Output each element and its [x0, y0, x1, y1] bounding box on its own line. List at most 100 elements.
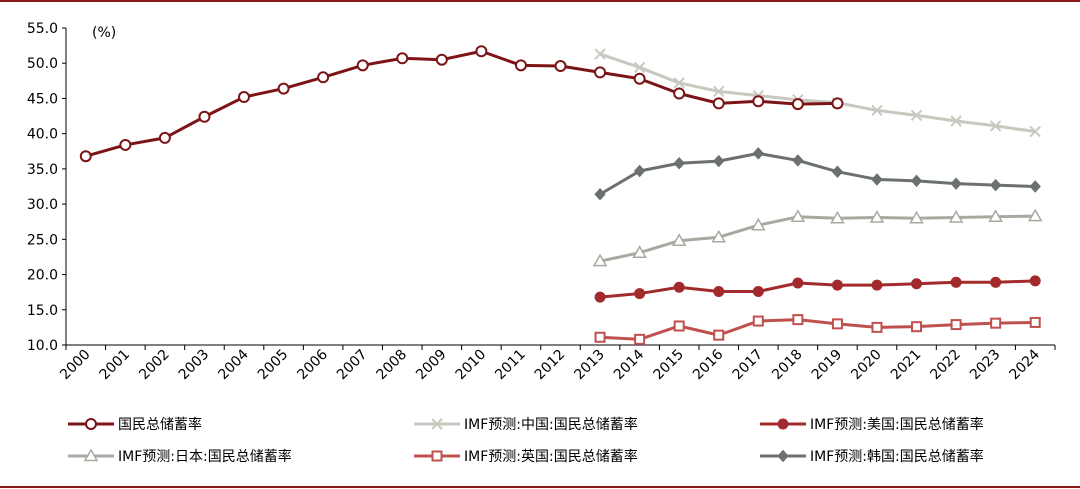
y-tick-label: 10.0: [27, 338, 58, 354]
legend-swatch-marker: [431, 418, 443, 430]
legend: 国民总储蓄率 IMF预测:中国:国民总储蓄率 IMF预测:美国:国民总储蓄率 IMF预…: [68, 416, 984, 465]
y-tick-labels: 10.0 15.0 20.0 25.0 30.0 35.0 40.0 45.0 50.0 55.0: [27, 21, 58, 354]
x-tick-label: 2020: [848, 347, 885, 384]
series-5-point: [990, 317, 1002, 329]
series-1-point: [752, 95, 765, 108]
series-2-point: [910, 109, 923, 122]
series-5-point: [713, 329, 725, 341]
x-tick-label: 2009: [413, 347, 450, 384]
series-lines: [79, 45, 1043, 345]
series-5-point: [1029, 316, 1041, 328]
series-4-line: [599, 214, 1036, 263]
series-1-line: [85, 49, 838, 158]
legend-label: IMF预测:日本:国民总储蓄率: [118, 448, 292, 465]
x-tick-label: 2011: [492, 347, 529, 384]
unit-label: (%): [92, 25, 116, 41]
series-2-point: [713, 85, 725, 98]
series-1-point: [712, 97, 725, 110]
legend-item: IMF预测:美国:国民总储蓄率: [760, 416, 984, 433]
series-3-point: [950, 276, 962, 288]
series-1-point: [396, 52, 409, 65]
x-tick-labels: 2000 2001 2002 2003 2004 2005 2006 2007 2008 2009…: [57, 346, 1043, 383]
top-border: [0, 0, 1080, 2]
x-tick-label: 2022: [927, 347, 964, 384]
series-2-point: [673, 77, 685, 89]
series-1-point: [198, 110, 211, 123]
series-6-point: [594, 188, 606, 201]
series-4-point: [988, 209, 1003, 223]
series-1-point: [317, 71, 330, 84]
x-tick-label: 2005: [255, 347, 292, 384]
series-5-point: [950, 319, 962, 331]
legend-item: IMF预测:英国:国民总储蓄率: [414, 448, 638, 465]
y-tick-label: 35.0: [27, 162, 58, 178]
x-tick-label: 2017: [730, 347, 767, 384]
series-3-line: [599, 279, 1036, 299]
x-tick-label: 2008: [374, 347, 411, 384]
x-tick-label: 2001: [97, 347, 134, 384]
series-3-point: [594, 291, 606, 303]
legend-label: 国民总储蓄率: [118, 416, 202, 433]
series-6: [594, 147, 1041, 201]
series-1-point: [791, 98, 804, 111]
series-1-point: [356, 59, 369, 72]
x-tick-label: 2014: [611, 346, 648, 383]
x-tick-label: 2004: [215, 346, 252, 383]
series-2: [594, 48, 1041, 138]
series-6-point: [831, 165, 844, 178]
legend-swatch-marker: [777, 418, 789, 430]
series-6-line: [599, 151, 1036, 196]
series-1-point: [475, 45, 488, 58]
series-5-point: [871, 321, 883, 333]
series-3-point: [990, 276, 1002, 288]
series-6-point: [713, 154, 725, 168]
series-1-point: [673, 87, 686, 100]
x-tick-label: 2024: [1007, 346, 1044, 383]
series-6-point: [950, 177, 962, 190]
series-1-point: [594, 66, 607, 79]
series-6-point: [752, 147, 764, 160]
x-tick-label: 2006: [294, 346, 331, 383]
series-4-point: [671, 233, 687, 246]
series-2-point: [950, 115, 962, 127]
series-3-point: [752, 285, 764, 297]
x-tick-label: 2013: [571, 347, 608, 384]
x-tick-label: 2015: [650, 347, 687, 384]
x-tick-label: 2010: [453, 347, 490, 384]
series-6-point: [792, 154, 804, 167]
series-1-point: [158, 131, 171, 144]
series-1-point: [554, 60, 567, 73]
series-2-point: [871, 104, 883, 117]
x-tick-label: 2007: [334, 347, 371, 384]
y-tick-label: 25.0: [27, 232, 58, 248]
series-1-point: [831, 97, 844, 110]
series-3-point: [911, 278, 923, 290]
series-6-point: [673, 157, 685, 170]
series-1-point: [79, 150, 92, 163]
series-3-point: [634, 288, 646, 300]
series-1-point: [238, 91, 251, 104]
series-4-point: [751, 217, 766, 231]
legend-item: IMF预测:中国:国民总储蓄率: [414, 416, 638, 433]
y-tick-label: 50.0: [27, 56, 58, 72]
series-5-point: [634, 333, 646, 345]
series-5-point: [831, 318, 843, 330]
series-4-point: [869, 209, 885, 223]
series-3-point: [1029, 275, 1041, 287]
legend-swatch-marker: [85, 418, 97, 430]
series-4-point: [790, 209, 806, 223]
series-4-point: [1027, 208, 1043, 222]
series-6-point: [633, 164, 646, 178]
y-tick-label: 15.0: [27, 303, 58, 319]
series-4-point: [830, 210, 845, 224]
series-5-line: [599, 318, 1036, 341]
series-2-point: [1029, 125, 1041, 138]
series-3-point: [871, 279, 883, 291]
x-tick-label: 2000: [57, 347, 94, 384]
x-tick-label: 2012: [532, 347, 569, 384]
y-tick-label: 40.0: [27, 127, 58, 143]
series-3-point: [831, 279, 843, 291]
series-5-point: [673, 320, 685, 332]
series-2-point: [633, 61, 646, 74]
x-tick-label: 2023: [967, 347, 1004, 384]
